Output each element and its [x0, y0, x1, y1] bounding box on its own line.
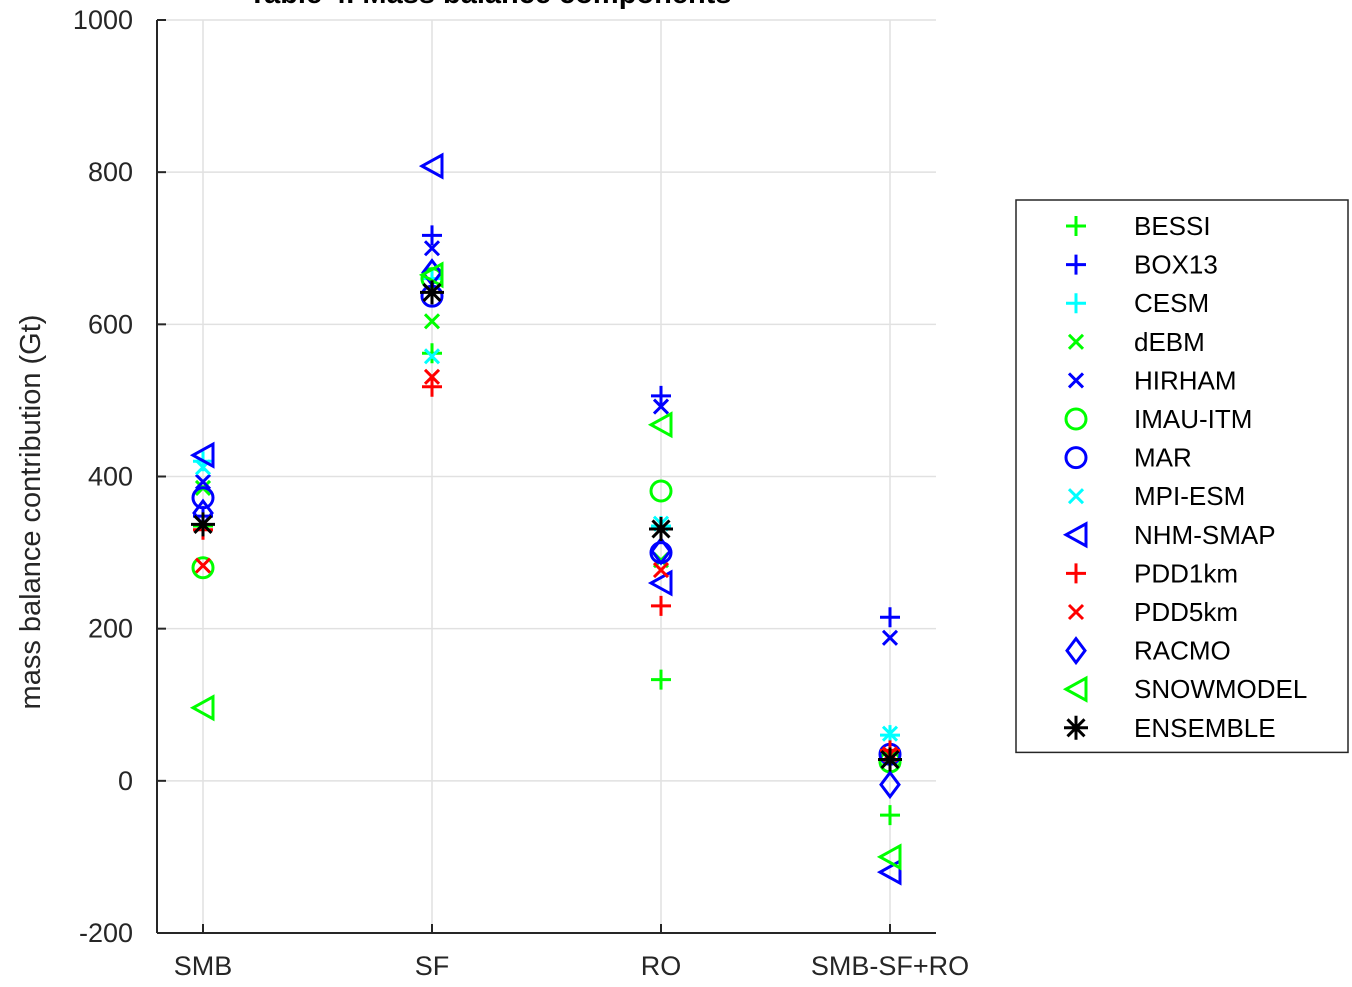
legend-entry: dEBM: [1134, 327, 1205, 357]
point-box13: [651, 385, 671, 406]
y-tick-label: -200: [79, 918, 133, 948]
point-ensemble: [191, 512, 215, 537]
y-axis-label: mass balance contribution (Gt): [15, 315, 47, 710]
legend-entry: SNOWMODEL: [1134, 674, 1307, 704]
x-tick-label: RO: [641, 951, 682, 981]
point-snowmodel: [876, 843, 902, 871]
point-nhm-smap: [647, 569, 673, 597]
point-ensemble: [878, 747, 902, 772]
point-bessi: [651, 669, 671, 690]
y-tick-label: 800: [88, 157, 133, 187]
point-hirham: [423, 240, 441, 257]
y-tick-label: 0: [118, 766, 133, 796]
y-tick-label: 1000: [73, 5, 133, 35]
legend-marker: [1064, 407, 1088, 431]
legend-marker: [1066, 293, 1086, 314]
point-bessi: [422, 343, 442, 364]
point-hirham: [881, 629, 899, 646]
legend-marker: [1067, 603, 1085, 621]
point-racmo: [650, 536, 672, 566]
legend-marker: [1067, 333, 1085, 350]
y-tick-label: 200: [88, 614, 133, 644]
point-mpi-esm: [423, 348, 441, 365]
legend-marker: [1065, 636, 1087, 666]
y-tick-labels: -200 0 200 400 600 800 1000: [73, 5, 133, 948]
legend-marker: [1067, 372, 1085, 389]
point-pdd1km: [422, 376, 442, 397]
legend-entry: RACMO: [1134, 636, 1231, 666]
legend-entry: MAR: [1134, 443, 1192, 473]
point-ensemble: [420, 280, 444, 305]
legend-entry: PDD1km: [1134, 558, 1238, 588]
point-hirham: [194, 473, 212, 490]
point-imau-itm: [191, 556, 215, 580]
legend-entry: ENSEMBLE: [1134, 713, 1276, 743]
legend-marker: [1066, 254, 1086, 275]
y-tick-label: 600: [88, 309, 133, 339]
legend-marker: [1066, 563, 1086, 584]
point-nhm-smap: [876, 858, 902, 886]
point-hirham: [652, 398, 670, 415]
point-box13: [880, 607, 900, 628]
legend-entry: MPI-ESM: [1134, 481, 1245, 511]
legend-marker: [1062, 675, 1088, 703]
x-tick-labels: SMB SF RO SMB-SF+RO: [174, 951, 969, 981]
legend-entry: PDD5km: [1134, 597, 1238, 627]
point-snowmodel: [189, 694, 215, 722]
point-snowmodel: [647, 411, 673, 439]
legend-marker: [1064, 446, 1088, 470]
x-tick-label: SMB-SF+RO: [811, 951, 969, 981]
point-debm: [423, 313, 441, 330]
legend-entry: BESSI: [1134, 211, 1211, 241]
legend-entry: BOX13: [1134, 250, 1218, 280]
y-tick-label: 400: [88, 462, 133, 492]
point-pdd5km: [423, 368, 441, 385]
x-tick-label: SF: [415, 951, 450, 981]
legend-marker: [1062, 521, 1088, 549]
chart-title: Table 4. Mass balance components: [249, 0, 732, 10]
data-points: [189, 152, 902, 886]
point-imau-itm: [649, 479, 673, 503]
legend-entry: IMAU-ITM: [1134, 404, 1252, 434]
legend-box: [1015, 199, 1349, 754]
x-tick-label: SMB: [174, 951, 233, 981]
legend-marker: [1067, 488, 1085, 505]
legend: BESSI BOX13 CESM dEBM HIRHAM IMAU-ITM MAR MPI-E…: [1015, 199, 1349, 754]
legend-entry: NHM-SMAP: [1134, 520, 1276, 550]
point-racmo: [879, 770, 901, 800]
point-ensemble: [649, 516, 673, 541]
axes: [156, 19, 936, 934]
point-mar: [191, 486, 215, 510]
point-nhm-smap: [418, 152, 444, 180]
legend-marker: [1064, 715, 1088, 740]
legend-entry: HIRHAM: [1134, 365, 1237, 395]
point-pdd1km: [651, 595, 671, 616]
point-bessi: [880, 805, 900, 826]
legend-marker: [1066, 216, 1086, 236]
legend-entry: CESM: [1134, 288, 1209, 318]
point-pdd5km: [652, 562, 670, 579]
point-box13: [422, 225, 442, 246]
point-nhm-smap: [189, 441, 215, 469]
point-mpi-esm: [881, 725, 899, 742]
point-pdd5km: [194, 557, 212, 574]
